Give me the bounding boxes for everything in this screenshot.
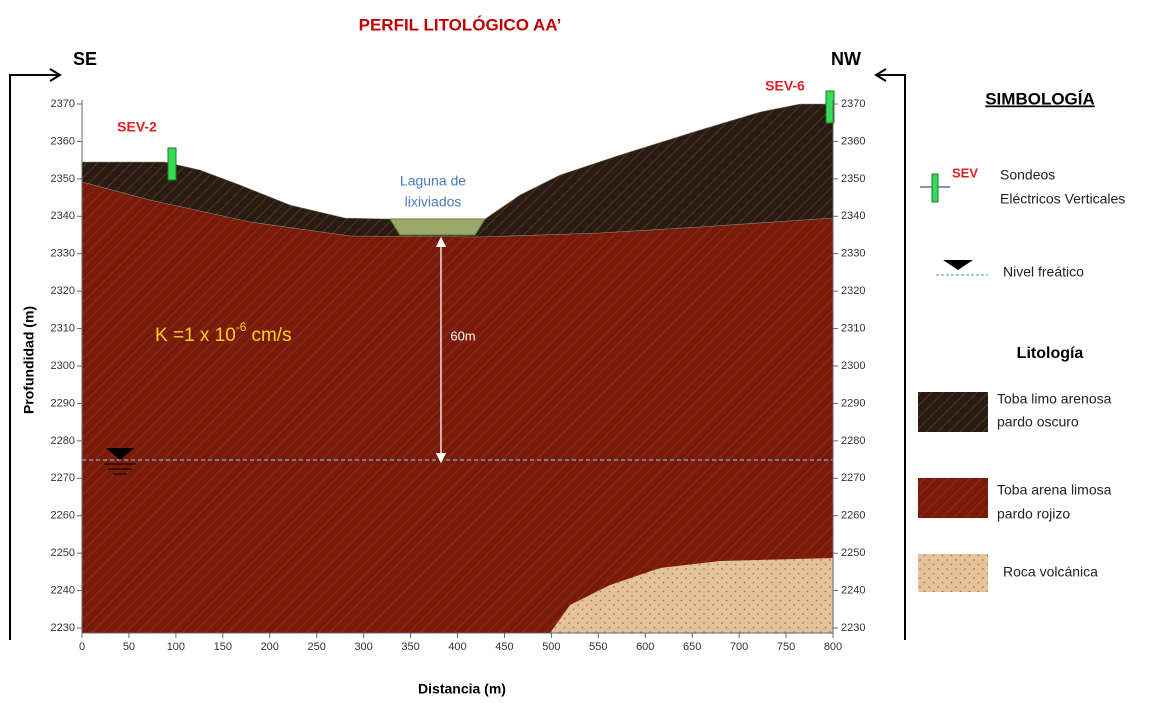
x-tick-label: 450 (495, 641, 513, 653)
y-tick-label: 2270 (51, 472, 75, 484)
x-tick-label: 400 (448, 641, 466, 653)
legend-swatch (918, 478, 988, 518)
y-tick-label: 2330 (841, 248, 865, 260)
y-tick-label: 2250 (841, 547, 865, 559)
y-tick-label: 2360 (51, 135, 75, 147)
x-tick-label: 700 (730, 641, 748, 653)
legend-text: Toba arena limosa (997, 482, 1112, 498)
y-tick-label: 2350 (841, 173, 865, 185)
x-tick-label: 600 (636, 641, 654, 653)
sev-marker (168, 148, 176, 180)
x-tick-label: 500 (542, 641, 560, 653)
legend: SIMBOLOGÍA SEV Sondeos Eléctricos Vertic… (918, 89, 1125, 592)
y-tick-label: 2260 (51, 510, 75, 522)
legend-text: Sondeos (1000, 167, 1055, 183)
legend-text: pardo rojizo (997, 506, 1070, 522)
y-tick-label: 2330 (51, 248, 75, 260)
y-tick-label: 2370 (51, 98, 75, 110)
k-unit: cm/s (251, 325, 291, 346)
legend-title: SIMBOLOGÍA (985, 89, 1095, 108)
x-tick-label: 0 (79, 641, 85, 653)
legend-sev-tag: SEV (952, 165, 978, 180)
sev-label: SEV-2 (117, 119, 157, 135)
legend-subtitle: Litología (1017, 345, 1084, 362)
section-end-label: NW (831, 49, 861, 69)
legend-text: pardo oscuro (997, 414, 1079, 430)
x-tick-label: 250 (308, 641, 326, 653)
y-tick-label: 2290 (841, 397, 865, 409)
y-tick-label: 2350 (51, 173, 75, 185)
legend-text: Roca volcánica (1003, 564, 1098, 580)
legend-swatch (918, 392, 988, 432)
legend-swatch (918, 554, 988, 592)
y-tick-label: 2240 (51, 584, 75, 596)
y-tick-label: 2320 (841, 285, 865, 297)
x-tick-label: 350 (401, 641, 419, 653)
x-tick-label: 150 (214, 641, 232, 653)
y-tick-label: 2300 (841, 360, 865, 372)
y-tick-label: 2240 (841, 584, 865, 596)
legend-text: Eléctricos Verticales (1000, 191, 1125, 207)
k-prefix: K =1 x 10 (155, 325, 236, 346)
x-tick-label: 100 (167, 641, 185, 653)
x-tick-label: 750 (777, 641, 795, 653)
y-tick-label: 2370 (841, 98, 865, 110)
x-tick-label: 300 (354, 641, 372, 653)
y-tick-label: 2230 (841, 622, 865, 634)
y-tick-label: 2230 (51, 622, 75, 634)
y-tick-label: 2270 (841, 472, 865, 484)
y-axis-label: Profundidad (m) (21, 306, 37, 414)
k-exponent: -6 (236, 320, 247, 334)
y-tick-label: 2340 (841, 210, 865, 222)
y-tick-label: 2290 (51, 397, 75, 409)
legend-text: Toba limo arenosa (997, 391, 1112, 407)
lagoon-label: lixiviados (405, 194, 462, 210)
sev-label: SEV-6 (765, 78, 805, 94)
y-tick-label: 2320 (51, 285, 75, 297)
x-tick-label: 800 (824, 641, 842, 653)
x-tick-label: 50 (123, 641, 135, 653)
x-axis-label: Distancia (m) (418, 681, 506, 697)
x-tick-label: 550 (589, 641, 607, 653)
lagoon-label: Laguna de (400, 173, 466, 189)
title: PERFIL LITOLÓGICO AA’ (359, 15, 562, 34)
sev-icon (932, 174, 938, 202)
y-tick-label: 2280 (51, 435, 75, 447)
y-tick-label: 2300 (51, 360, 75, 372)
y-tick-label: 2310 (841, 322, 865, 334)
y-tick-label: 2280 (841, 435, 865, 447)
x-tick-label: 650 (683, 641, 701, 653)
legend-text: Nivel freático (1003, 264, 1084, 280)
y-tick-label: 2250 (51, 547, 75, 559)
page: PERFIL LITOLÓGICO AA’ SE NW SEV-2 SEV-6 … (0, 0, 1160, 703)
permeability-label: K =1 x 10-6 cm/s (155, 320, 292, 346)
y-tick-label: 2260 (841, 510, 865, 522)
y-tick-label: 2310 (51, 322, 75, 334)
lagoon (390, 219, 485, 235)
x-tick-label: 200 (261, 641, 279, 653)
water-table-icon (943, 260, 973, 270)
y-tick-label: 2360 (841, 135, 865, 147)
y-tick-label: 2340 (51, 210, 75, 222)
section-end-label: SE (73, 49, 97, 69)
depth-label: 60m (450, 328, 475, 343)
